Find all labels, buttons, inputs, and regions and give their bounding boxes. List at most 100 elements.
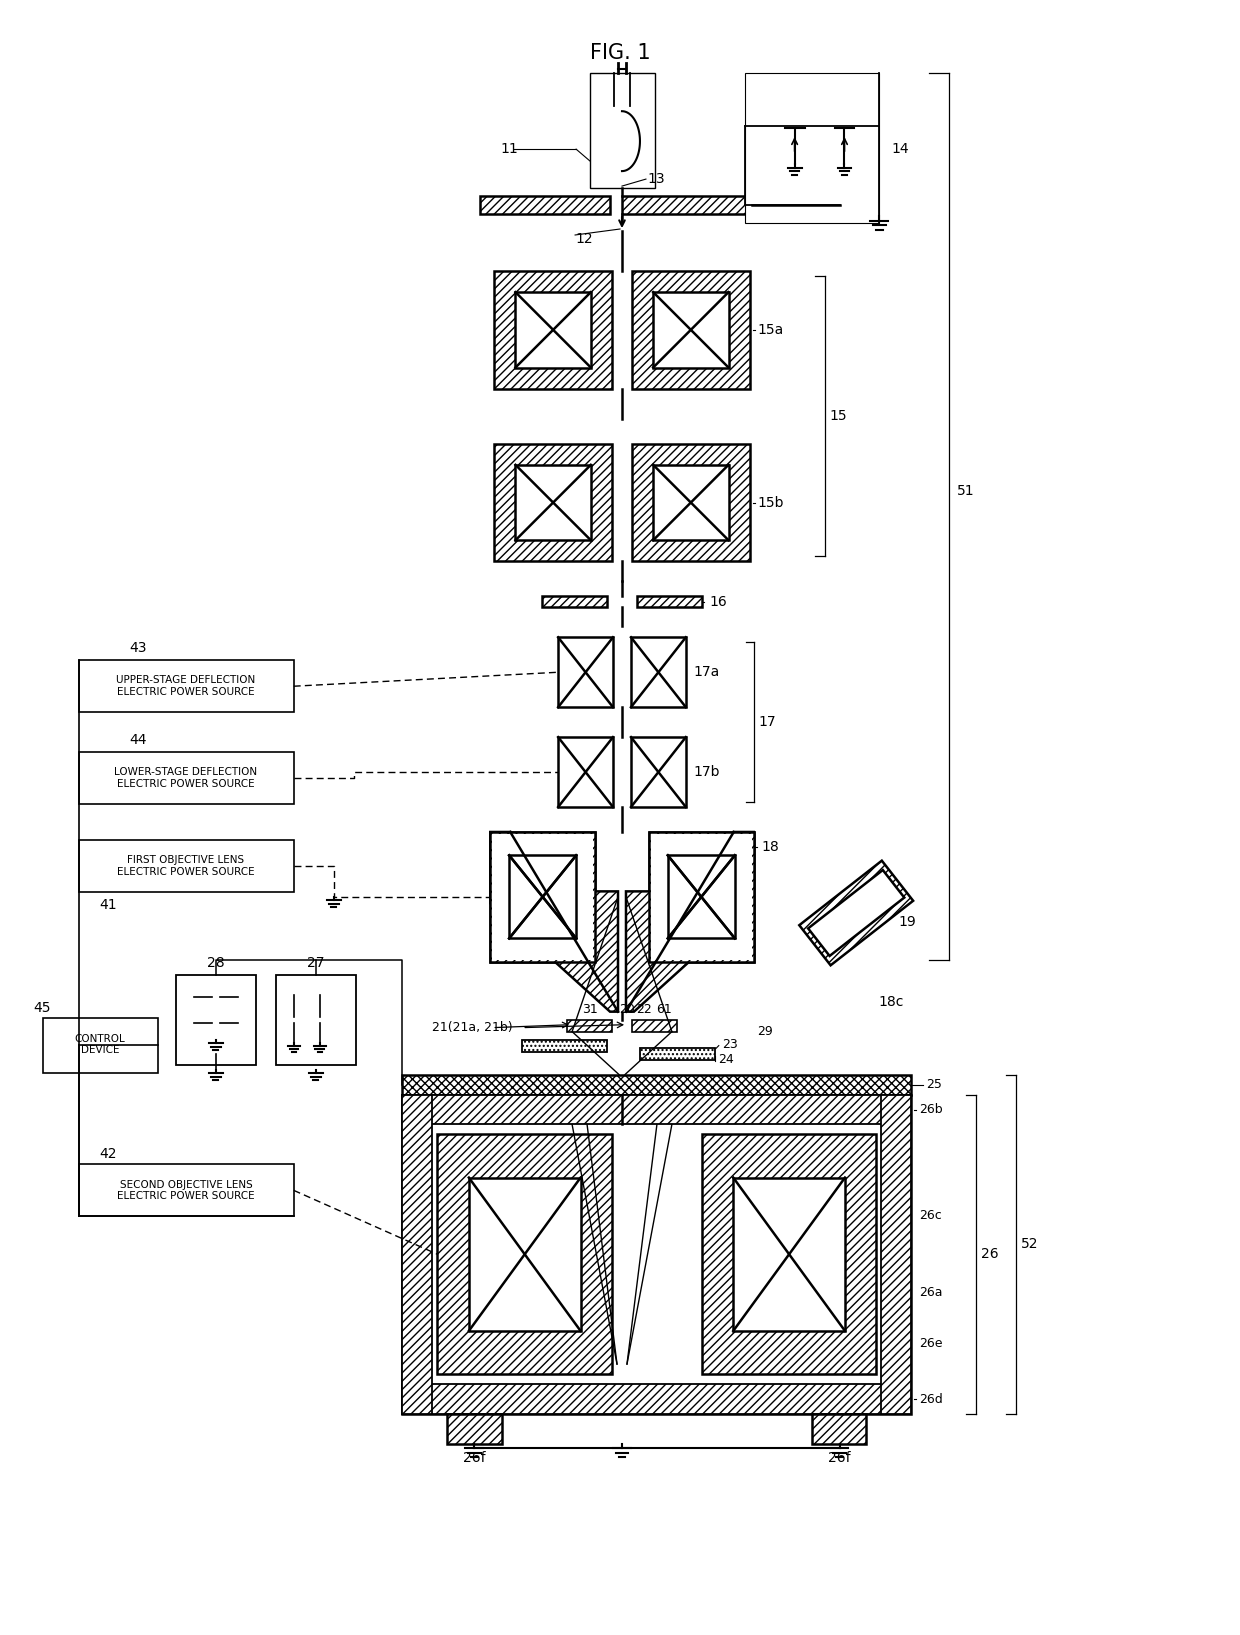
- Text: 26f: 26f: [828, 1450, 851, 1465]
- Text: 26b: 26b: [919, 1104, 942, 1117]
- Text: SECOND OBJECTIVE LENS
ELECTRIC POWER SOURCE: SECOND OBJECTIVE LENS ELECTRIC POWER SOU…: [117, 1179, 254, 1202]
- Polygon shape: [626, 832, 754, 1012]
- Text: 18: 18: [761, 840, 780, 853]
- Text: 28: 28: [207, 956, 224, 970]
- Bar: [516, 464, 590, 540]
- Bar: [79, 1164, 294, 1216]
- Bar: [800, 860, 913, 965]
- Bar: [733, 1177, 844, 1331]
- Bar: [558, 737, 613, 808]
- Bar: [632, 1020, 677, 1032]
- Text: 27: 27: [308, 956, 325, 970]
- Text: FIG. 1: FIG. 1: [590, 43, 650, 64]
- Bar: [403, 1094, 433, 1414]
- Bar: [403, 1094, 911, 1414]
- Bar: [668, 855, 735, 938]
- Bar: [176, 974, 255, 1064]
- Text: 26f: 26f: [463, 1450, 486, 1465]
- Bar: [403, 1385, 911, 1414]
- Text: 17: 17: [759, 714, 776, 729]
- Bar: [745, 74, 879, 222]
- Bar: [622, 196, 751, 214]
- Bar: [631, 737, 686, 808]
- Text: 43: 43: [129, 641, 146, 656]
- Text: 15: 15: [830, 409, 847, 423]
- Text: 17a: 17a: [694, 665, 720, 679]
- Bar: [79, 661, 294, 713]
- Bar: [653, 293, 729, 368]
- Bar: [403, 1074, 911, 1094]
- Bar: [448, 1414, 502, 1444]
- Text: 61: 61: [656, 1004, 672, 1017]
- Bar: [542, 597, 608, 607]
- Bar: [649, 832, 754, 961]
- Text: 14: 14: [892, 142, 909, 155]
- Text: 24: 24: [718, 1053, 734, 1066]
- Bar: [480, 196, 610, 214]
- Bar: [403, 1094, 911, 1125]
- Text: 29: 29: [756, 1025, 773, 1038]
- Text: 26e: 26e: [919, 1337, 942, 1351]
- Text: 17b: 17b: [694, 765, 720, 778]
- Text: 42: 42: [99, 1148, 117, 1161]
- Bar: [490, 832, 595, 961]
- Text: 18c: 18c: [878, 994, 904, 1009]
- Bar: [590, 74, 655, 188]
- Text: 26a: 26a: [919, 1287, 942, 1300]
- Bar: [43, 1017, 157, 1073]
- Text: 41: 41: [99, 898, 117, 912]
- Bar: [469, 1177, 580, 1331]
- Bar: [492, 834, 593, 960]
- Text: 44: 44: [129, 732, 146, 747]
- Text: 13: 13: [649, 172, 666, 186]
- Text: 11: 11: [500, 142, 518, 155]
- Bar: [79, 840, 294, 891]
- Text: 21(21a, 21b): 21(21a, 21b): [433, 1022, 513, 1035]
- Text: UPPER-STAGE DEFLECTION
ELECTRIC POWER SOURCE: UPPER-STAGE DEFLECTION ELECTRIC POWER SO…: [117, 675, 255, 697]
- Text: CONTROL
DEVICE: CONTROL DEVICE: [74, 1033, 125, 1056]
- Text: 31: 31: [583, 1004, 598, 1017]
- Bar: [651, 834, 751, 960]
- Bar: [510, 855, 577, 938]
- Bar: [490, 832, 595, 961]
- Text: 52: 52: [1021, 1238, 1039, 1251]
- Bar: [632, 271, 750, 389]
- Text: 26c: 26c: [919, 1210, 942, 1223]
- Text: 15b: 15b: [758, 495, 784, 510]
- Text: FIRST OBJECTIVE LENS
ELECTRIC POWER SOURCE: FIRST OBJECTIVE LENS ELECTRIC POWER SOUR…: [117, 855, 254, 876]
- Text: 20: 20: [619, 1004, 635, 1017]
- Bar: [438, 1135, 613, 1373]
- Bar: [631, 638, 686, 708]
- Text: 12: 12: [575, 232, 593, 245]
- Bar: [558, 638, 613, 708]
- Bar: [637, 597, 702, 607]
- Bar: [640, 1048, 714, 1059]
- Bar: [702, 1135, 877, 1373]
- Text: 26: 26: [981, 1248, 998, 1261]
- Text: 51: 51: [957, 484, 975, 497]
- Bar: [632, 443, 750, 561]
- Bar: [495, 443, 613, 561]
- Bar: [649, 832, 754, 961]
- Bar: [495, 271, 613, 389]
- Bar: [882, 1094, 911, 1414]
- Text: 19: 19: [898, 916, 916, 929]
- Text: 26d: 26d: [919, 1393, 944, 1406]
- Bar: [275, 974, 356, 1064]
- Text: 22: 22: [636, 1004, 652, 1017]
- Polygon shape: [490, 832, 618, 1012]
- Text: 15a: 15a: [758, 322, 784, 337]
- Text: 16: 16: [709, 595, 728, 610]
- Bar: [811, 1414, 867, 1444]
- Bar: [567, 1020, 613, 1032]
- Bar: [510, 855, 577, 938]
- Bar: [668, 855, 735, 938]
- Text: 23: 23: [722, 1038, 738, 1051]
- Bar: [808, 870, 904, 956]
- Bar: [522, 1040, 608, 1051]
- Text: 45: 45: [33, 1001, 51, 1015]
- Text: 25: 25: [926, 1077, 942, 1091]
- Bar: [79, 752, 294, 804]
- Bar: [516, 293, 590, 368]
- Bar: [653, 464, 729, 540]
